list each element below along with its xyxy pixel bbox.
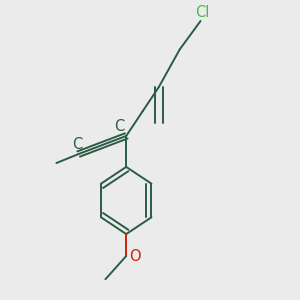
Text: Cl: Cl <box>195 5 209 20</box>
Text: O: O <box>129 248 140 263</box>
Text: C: C <box>72 137 82 152</box>
Text: C: C <box>114 119 124 134</box>
